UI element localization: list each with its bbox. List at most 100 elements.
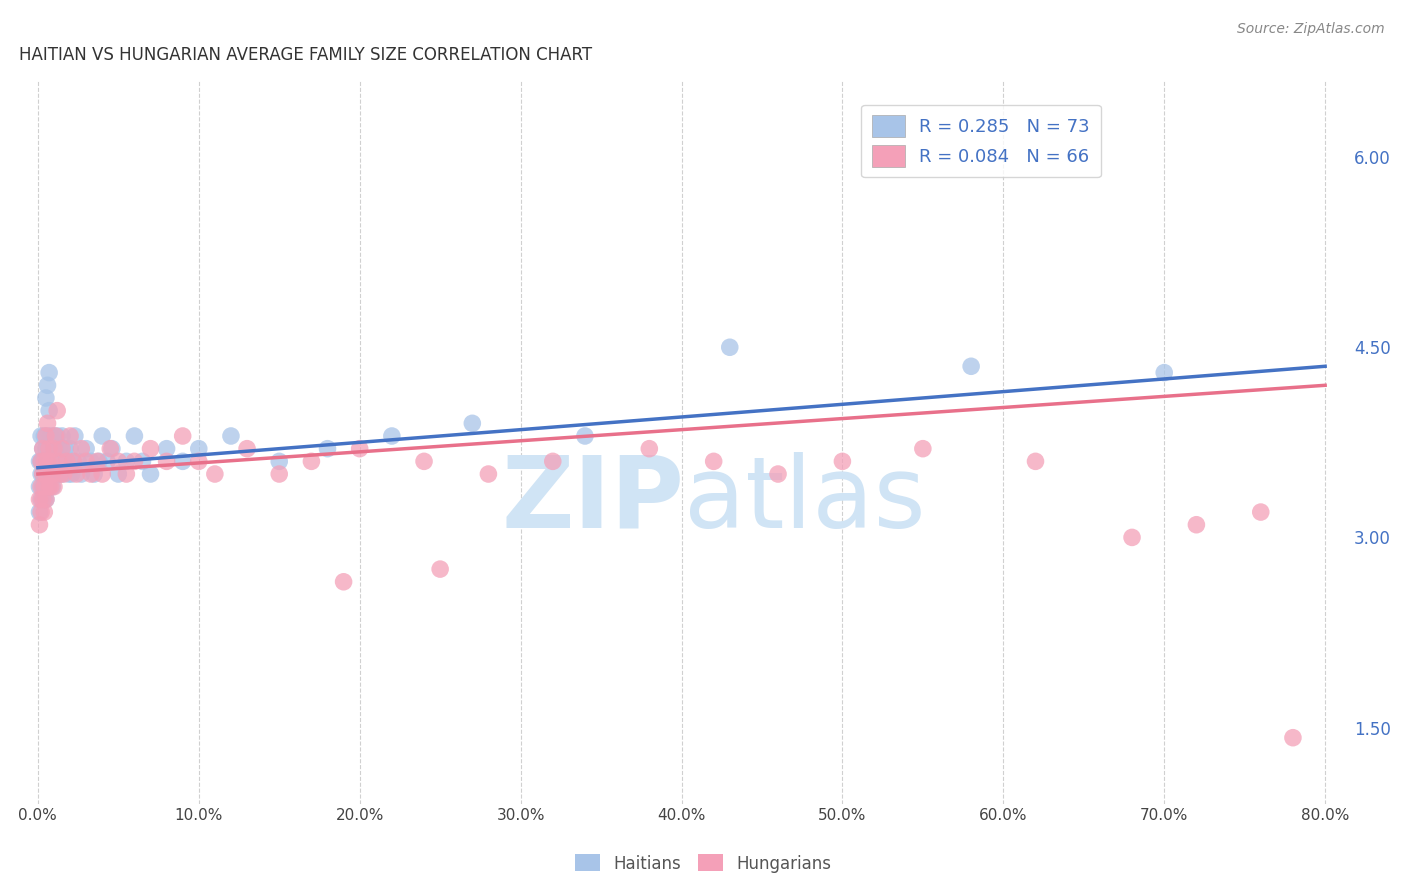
Point: [34, 480, 56, 494]
Point: [37, 429, 59, 443]
Point: [30, 454, 52, 468]
Point: [42, 480, 65, 494]
Legend: Haitians, Hungarians: Haitians, Hungarians: [568, 847, 838, 880]
Point: [59, 442, 82, 456]
Point: [124, 429, 146, 443]
Point: [46, 429, 69, 443]
Point: [187, 442, 209, 456]
Point: [269, 467, 291, 481]
Point: [155, 454, 177, 468]
Point: [52, 467, 75, 481]
Point: [42, 467, 65, 481]
Point: [139, 467, 162, 481]
Point: [34, 467, 56, 481]
Point: [35, 429, 58, 443]
Point: [34, 429, 56, 443]
Point: [35, 467, 58, 481]
Point: [56, 454, 79, 468]
Point: [124, 454, 146, 468]
Point: [45, 442, 67, 456]
Point: [139, 442, 162, 456]
Point: [46, 403, 69, 417]
Point: [30, 467, 52, 481]
Point: [28, 505, 51, 519]
Point: [83, 467, 105, 481]
Point: [107, 454, 129, 468]
Point: [70, 442, 93, 456]
Point: [70, 467, 93, 481]
Point: [46, 467, 69, 481]
Point: [34, 454, 56, 468]
Text: Source: ZipAtlas.com: Source: ZipAtlas.com: [1237, 22, 1385, 37]
Point: [38, 366, 60, 380]
Point: [35, 492, 58, 507]
Point: [42, 429, 65, 443]
Point: [91, 467, 114, 481]
Point: [87, 454, 110, 468]
Point: [31, 454, 53, 468]
Point: [911, 442, 934, 456]
Point: [86, 454, 108, 468]
Point: [1153, 366, 1175, 380]
Point: [101, 442, 124, 456]
Point: [30, 505, 52, 519]
Point: [413, 454, 436, 468]
Point: [37, 454, 59, 468]
Point: [48, 454, 70, 468]
Point: [155, 442, 177, 456]
Text: ZIP: ZIP: [501, 451, 683, 549]
Point: [131, 454, 153, 468]
Point: [37, 417, 59, 431]
Point: [299, 454, 322, 468]
Point: [80, 467, 103, 481]
Point: [31, 467, 53, 481]
Point: [31, 480, 53, 494]
Point: [30, 492, 52, 507]
Point: [332, 574, 354, 589]
Point: [28, 517, 51, 532]
Point: [115, 467, 138, 481]
Point: [96, 454, 118, 468]
Point: [1121, 530, 1143, 544]
Point: [638, 442, 661, 456]
Point: [703, 454, 725, 468]
Point: [31, 492, 53, 507]
Point: [51, 467, 73, 481]
Point: [65, 467, 87, 481]
Point: [49, 454, 72, 468]
Point: [960, 359, 983, 374]
Point: [63, 429, 86, 443]
Point: [1024, 454, 1046, 468]
Point: [39, 429, 62, 443]
Point: [41, 442, 63, 456]
Point: [75, 442, 97, 456]
Point: [37, 378, 59, 392]
Point: [349, 442, 371, 456]
Point: [91, 429, 114, 443]
Point: [80, 454, 103, 468]
Point: [1185, 517, 1208, 532]
Point: [48, 442, 70, 456]
Point: [35, 442, 58, 456]
Point: [429, 562, 451, 576]
Point: [38, 480, 60, 494]
Point: [461, 417, 484, 431]
Point: [45, 467, 67, 481]
Point: [204, 467, 226, 481]
Point: [67, 454, 90, 468]
Point: [28, 492, 51, 507]
Point: [28, 454, 51, 468]
Point: [35, 492, 58, 507]
Point: [60, 467, 83, 481]
Point: [39, 454, 62, 468]
Point: [75, 454, 97, 468]
Point: [51, 429, 73, 443]
Point: [39, 467, 62, 481]
Point: [39, 480, 62, 494]
Point: [381, 429, 404, 443]
Point: [831, 454, 853, 468]
Point: [35, 391, 58, 405]
Point: [187, 454, 209, 468]
Point: [30, 429, 52, 443]
Point: [28, 480, 51, 494]
